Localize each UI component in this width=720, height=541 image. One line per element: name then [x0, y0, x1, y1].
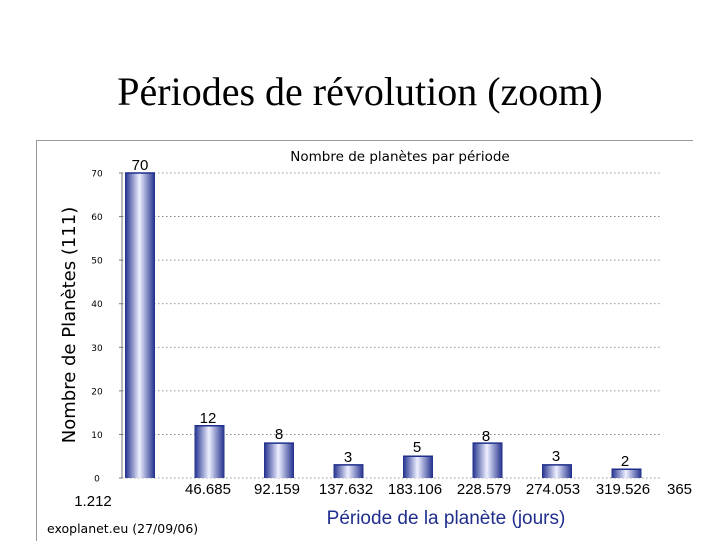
bar [125, 173, 155, 478]
y-tick-label: 60 [91, 213, 103, 223]
x-tick-label: 228.579 [457, 481, 511, 498]
data-label: 12 [200, 410, 217, 427]
x-tick-label: 92.159 [254, 481, 300, 498]
bar [333, 464, 364, 478]
data-label: 8 [482, 428, 490, 445]
data-label: 70 [132, 157, 149, 174]
bar [194, 425, 225, 478]
bar [611, 469, 642, 478]
data-label: 5 [413, 439, 421, 456]
y-tick-label: 30 [91, 344, 103, 354]
y-tick-label: 50 [91, 257, 103, 267]
y-tick-label: 40 [91, 300, 103, 310]
x-tick-label: 46.685 [185, 481, 231, 498]
x-tick-label: 365 [667, 481, 692, 498]
y-tick-label: 0 [94, 475, 100, 485]
x-tick-label: 274.053 [526, 481, 580, 498]
y-tick-label: 10 [91, 431, 103, 441]
data-label: 3 [552, 448, 560, 465]
y-axis-title: Nombre de Planètes (111) [59, 207, 80, 443]
y-tick-label: 70 [91, 170, 103, 180]
x-tick-label: 183.106 [388, 481, 442, 498]
data-label: 8 [275, 426, 283, 443]
data-label: 2 [621, 453, 629, 470]
x-tick-label: 137.632 [319, 481, 373, 498]
source-label: exoplanet.eu (27/09/06) [47, 521, 198, 536]
bar [403, 456, 433, 478]
x-axis-title: Période de la planète (jours) [327, 508, 566, 529]
chart-frame: Nombre de planètes par période 0 10 20 30 40 5… [36, 140, 693, 541]
bar [542, 464, 572, 478]
slide-title: Périodes de révolution (zoom) [117, 69, 603, 114]
bar-chart: Nombre de planètes par période 0 10 20 30 40 5… [47, 149, 692, 536]
bar [264, 443, 294, 478]
x-tick-label: 1.212 [74, 493, 112, 510]
bar [472, 443, 503, 478]
chart-title: Nombre de planètes par période [290, 149, 509, 165]
x-tick-label: 319.526 [596, 481, 650, 498]
y-tick-label: 20 [91, 387, 103, 397]
data-label: 3 [344, 449, 352, 466]
